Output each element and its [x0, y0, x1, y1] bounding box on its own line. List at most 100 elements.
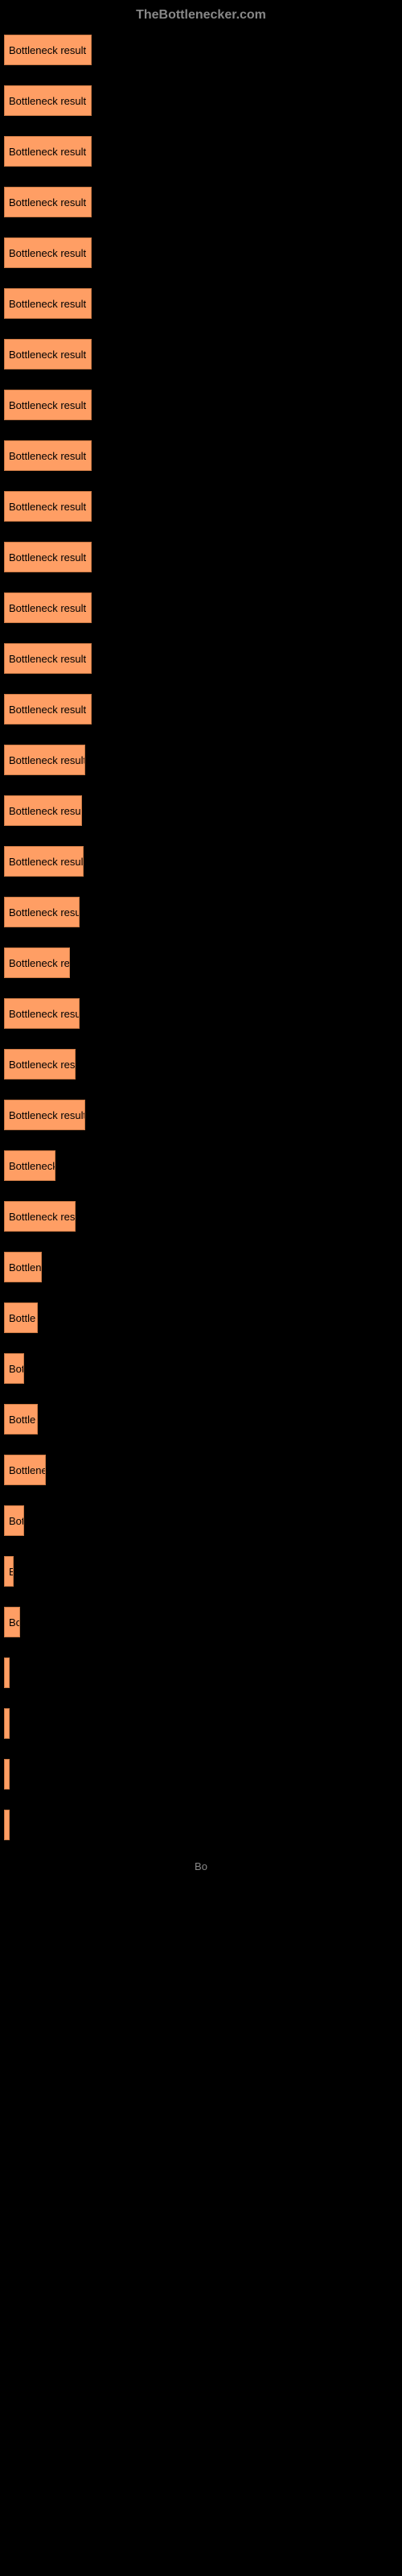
bar-label: Bottleneck re [9, 957, 70, 969]
chart-bar: Bottleneck result [4, 288, 92, 319]
chart-bar: Bottleneck result [4, 643, 92, 674]
bar-label: Bottleneck result [9, 95, 86, 107]
bar-label: Bottleneck res [9, 1059, 75, 1071]
bar-label: Bottleneck result [9, 856, 84, 868]
bar-row: Bottleneck result [4, 643, 402, 674]
bar-label: Bottleneck result [9, 1109, 85, 1121]
bar-label: Bottleneck resu [9, 906, 80, 919]
bar-label: Bottleneck result [9, 805, 82, 817]
bar-label: Bottlene [9, 1464, 46, 1476]
bar-row: Bottleneck res [4, 1049, 402, 1080]
chart-bar: Bottleneck result [4, 846, 84, 877]
bar-label: Bottleneck result [9, 602, 86, 614]
bar-label: Bottleneck result [9, 754, 85, 766]
bar-row: Bot [4, 1505, 402, 1536]
bar-row: Bottleneck [4, 1150, 402, 1181]
bar-label: Bottleneck result [9, 501, 86, 513]
bar-row: Bottlene [4, 1455, 402, 1485]
chart-bar: Bottleneck result [4, 592, 92, 623]
chart-bar [4, 1657, 10, 1688]
bar-row: Bottleneck result [4, 491, 402, 522]
bar-row: Bottleneck result [4, 1100, 402, 1130]
bar-row: Bottleneck resu [4, 897, 402, 927]
bar-row: Bottleneck result [4, 187, 402, 217]
bar-label: Bottleneck resu [9, 1008, 80, 1020]
bar-row: Bottle [4, 1302, 402, 1333]
bar-row: Bottleneck result [4, 339, 402, 369]
bar-row: Bottleneck resu [4, 998, 402, 1029]
chart-bar: Bottle [4, 1302, 38, 1333]
bar-label: Bot [9, 1515, 24, 1527]
site-header: TheBottlenecker.com [0, 8, 402, 23]
bar-row: Bottleneck result [4, 542, 402, 572]
bar-row: Bottlen [4, 1252, 402, 1282]
bar-row: B [4, 1556, 402, 1587]
bar-label: Bottleneck result [9, 196, 86, 208]
bar-row: Bottleneck result [4, 136, 402, 167]
bar-row: Bottleneck res [4, 1201, 402, 1232]
axis-label: Bo [195, 1860, 207, 1872]
chart-bar: Bottleneck result [4, 85, 92, 116]
bar-row: Bottleneck result [4, 592, 402, 623]
bar-label: Bottleneck result [9, 450, 86, 462]
bar-row: Bottle [4, 1404, 402, 1435]
bar-row: Bot [4, 1353, 402, 1384]
bar-row: Bottleneck result [4, 846, 402, 877]
bar-label: Bottle [9, 1312, 35, 1324]
bar-label: Bot [9, 1363, 24, 1375]
chart-bar: Bottle [4, 1404, 38, 1435]
bar-row: Bottleneck result [4, 745, 402, 775]
bar-label: Bottleneck result [9, 146, 86, 158]
bar-label: Bottleneck result [9, 247, 86, 259]
site-name-label: TheBottlenecker.com [136, 8, 266, 22]
chart-bar: Bottleneck result [4, 390, 92, 420]
chart-bar: Bottleneck result [4, 745, 85, 775]
bar-label: Bottlen [9, 1261, 41, 1274]
chart-bar: B [4, 1556, 14, 1587]
bar-row: Bottleneck result [4, 795, 402, 826]
chart-bar: Bottlen [4, 1252, 42, 1282]
chart-bar: Bo [4, 1607, 20, 1637]
bar-label: Bottleneck result [9, 349, 86, 361]
chart-bar: Bottleneck res [4, 1049, 76, 1080]
chart-bar: Bottleneck result [4, 694, 92, 724]
chart-bar [4, 1810, 10, 1840]
bar-label: Bottleneck res [9, 1211, 75, 1223]
chart-bar: Bottleneck resu [4, 998, 80, 1029]
chart-bar: Bottleneck result [4, 339, 92, 369]
bar-row: Bottleneck result [4, 288, 402, 319]
bar-row: Bottleneck result [4, 390, 402, 420]
chart-bar: Bottleneck resu [4, 897, 80, 927]
bar-row: Bottleneck re [4, 947, 402, 978]
axis-footer: Bo [0, 1860, 402, 1872]
chart-bar: Bottlene [4, 1455, 46, 1485]
chart-bar: Bottleneck result [4, 795, 82, 826]
chart-bar: Bottleneck result [4, 136, 92, 167]
chart-bar [4, 1708, 10, 1739]
horizontal-bar-chart: Bottleneck result Bottleneck result Bottle… [0, 35, 402, 1840]
bar-row: Bottleneck result [4, 85, 402, 116]
bar-label: Bottleneck result [9, 44, 86, 56]
chart-bar: Bottleneck result [4, 1100, 85, 1130]
bar-label: Bottleneck [9, 1160, 55, 1172]
bar-label: Bottleneck result [9, 653, 86, 665]
bar-label: Bottleneck result [9, 704, 86, 716]
bar-row [4, 1708, 402, 1739]
bar-row: Bottleneck result [4, 440, 402, 471]
bar-label: Bottleneck result [9, 298, 86, 310]
bar-row: Bottleneck result [4, 694, 402, 724]
bar-row: Bottleneck result [4, 35, 402, 65]
bar-label: Bottle [9, 1414, 35, 1426]
chart-bar: Bottleneck result [4, 491, 92, 522]
bar-label: Bottleneck result [9, 399, 86, 411]
chart-bar: Bottleneck [4, 1150, 55, 1181]
bar-label: Bottleneck result [9, 551, 86, 564]
bar-row: Bottleneck result [4, 237, 402, 268]
chart-bar: Bottleneck result [4, 440, 92, 471]
chart-bar: Bottleneck result [4, 187, 92, 217]
bar-row [4, 1657, 402, 1688]
chart-bar: Bottleneck result [4, 35, 92, 65]
bar-row [4, 1759, 402, 1790]
chart-bar: Bot [4, 1505, 24, 1536]
chart-bar: Bottleneck result [4, 542, 92, 572]
